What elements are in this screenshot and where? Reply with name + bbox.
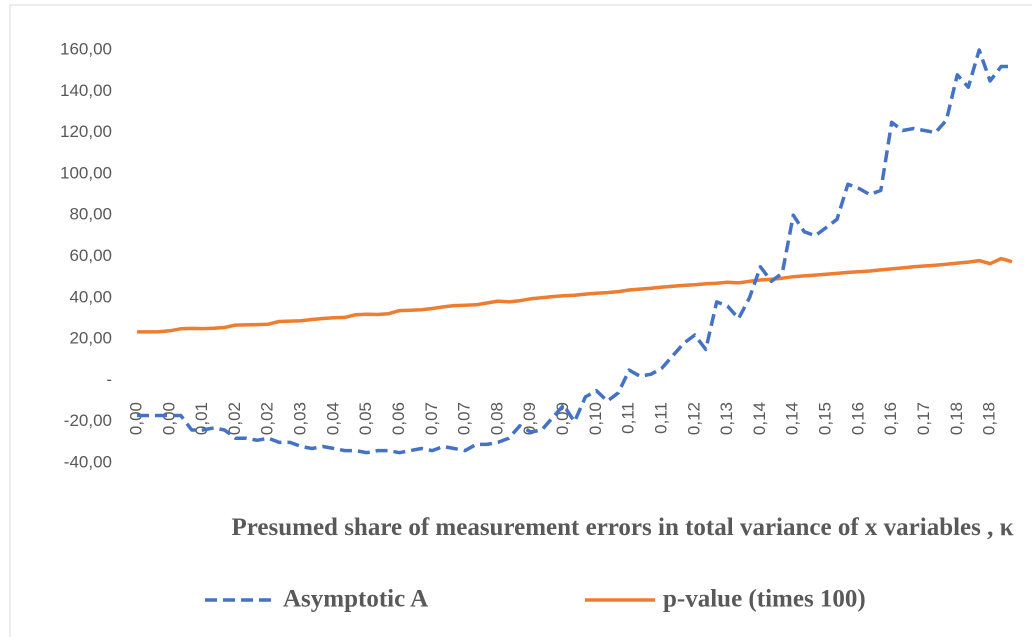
x-tick-label: 0,14	[750, 402, 769, 435]
y-tick-label: 20,00	[69, 329, 112, 348]
x-tick-label: 0,04	[323, 402, 342, 435]
x-tick-label: 0,07	[422, 402, 441, 435]
y-tick-label: -20,00	[64, 411, 112, 430]
chart-border	[9, 4, 1032, 637]
x-tick-label: 0,12	[684, 402, 703, 435]
x-tick-label: 0,10	[586, 402, 605, 435]
y-tick-label: 80,00	[69, 205, 112, 224]
x-tick-label: 0,02	[258, 402, 277, 435]
x-tick-label: 0,00	[126, 402, 145, 435]
x-tick-label: 0,09	[520, 402, 539, 435]
y-tick-label: -	[106, 370, 112, 389]
x-tick-label: 0,01	[192, 402, 211, 435]
series-line	[137, 48, 1012, 455]
series-line	[137, 256, 1013, 334]
y-tick-label: 100,00	[60, 163, 112, 182]
x-tick-label: 0,18	[980, 402, 999, 435]
x-tick-label: 0,17	[914, 402, 933, 435]
y-tick-label: -40,00	[64, 452, 112, 471]
x-tick-label: 0,08	[487, 402, 506, 435]
x-tick-label: 0,18	[947, 402, 966, 435]
y-tick-label: 60,00	[69, 246, 112, 265]
x-tick-label: 0,14	[783, 402, 802, 435]
x-tick-label: 0,06	[389, 402, 408, 435]
x-tick-label: 0,07	[455, 402, 474, 435]
x-tick-label: 0,11	[619, 402, 638, 434]
x-tick-label: 0,11	[651, 402, 670, 434]
x-tick-label: 0,05	[356, 402, 375, 435]
legend-label: p-value (times 100)	[663, 586, 866, 613]
x-axis-title: Presumed share of measurement errors in …	[231, 514, 1014, 541]
x-tick-label: 0,16	[848, 402, 867, 435]
x-tick-label: 0,03	[291, 402, 310, 435]
x-tick-label: 0,00	[159, 402, 178, 435]
y-tick-label: 120,00	[60, 122, 112, 141]
x-tick-label: 0,13	[717, 402, 736, 435]
x-tick-label: 0,02	[225, 402, 244, 435]
y-tick-label: 40,00	[69, 287, 112, 306]
x-tick-label: 0,16	[881, 402, 900, 435]
legend-label: Asymptotic A	[283, 586, 428, 613]
y-tick-label: 140,00	[60, 81, 112, 100]
x-tick-label: 0,15	[816, 402, 835, 435]
y-tick-label: 160,00	[60, 39, 112, 58]
